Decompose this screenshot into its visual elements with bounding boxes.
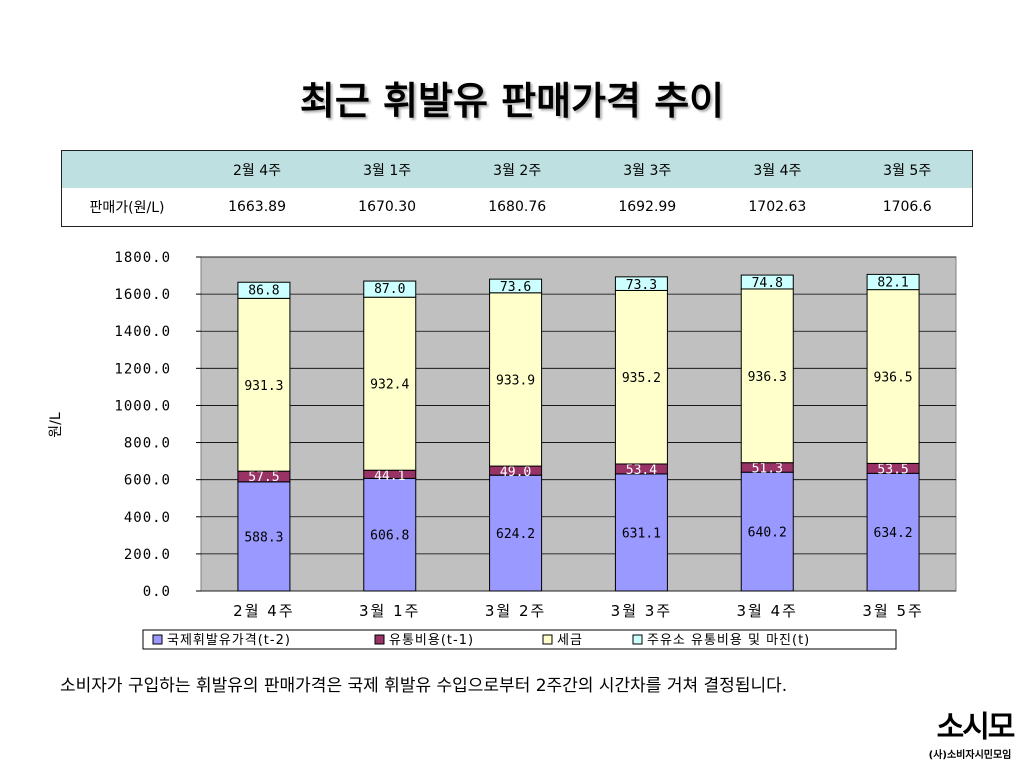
bar-segment — [740, 471, 794, 592]
bar-segment — [614, 473, 668, 592]
y-tick-label: 1200.0 — [114, 361, 171, 377]
data-label: 44.1 — [374, 469, 405, 484]
legend-label: 세금 — [557, 633, 583, 648]
legend-label: 국제휘발유가격(t-2) — [167, 633, 291, 648]
table-cell: 1670.30 — [358, 199, 417, 215]
bar-segment — [866, 273, 920, 291]
data-label: 588.3 — [244, 530, 283, 545]
y-tick-label: 800.0 — [124, 436, 171, 452]
data-label: 933.9 — [496, 373, 535, 388]
data-label: 640.2 — [748, 526, 787, 541]
data-label: 49.0 — [500, 465, 531, 480]
logo-mark: 소시모 — [936, 710, 1016, 745]
plot-area — [200, 256, 957, 592]
x-tick-label: 3월 2주 — [485, 602, 546, 620]
data-label: 53.4 — [626, 463, 657, 478]
table-column-header: 3월 5주 — [842, 150, 973, 188]
caption: 소비자가 구입하는 휘발유의 판매가격은 국제 휘발유 수입으로부터 2주간의 … — [60, 676, 788, 696]
x-tick-label: 3월 5주 — [862, 602, 923, 620]
price-table: 2월 4주 3월 1주 3월 2주 3월 3주 3월 4주 3월 5주 판매가(… — [61, 150, 973, 227]
legend-swatch — [632, 634, 643, 645]
bar-segment — [363, 296, 417, 471]
data-label: 932.4 — [370, 378, 409, 393]
data-label: 931.3 — [244, 379, 283, 394]
data-label: 86.8 — [248, 283, 279, 298]
table-column-header: 3월 4주 — [712, 150, 843, 188]
table-column-header: 2월 4주 — [192, 150, 323, 188]
y-axis-title: 원/L — [48, 412, 64, 438]
x-tick-label: 3월 1주 — [359, 602, 420, 620]
bar-segment — [740, 288, 794, 464]
bar-segment — [740, 274, 794, 290]
data-label: 74.8 — [752, 276, 783, 291]
logo-text: (사)소비자시민모임 — [928, 750, 1012, 761]
data-label: 53.5 — [877, 462, 908, 477]
data-label: 606.8 — [370, 529, 409, 544]
legend-swatch — [152, 634, 163, 645]
table-header-row: 2월 4주 3월 1주 3월 2주 3월 3주 3월 4주 3월 5주 — [61, 150, 973, 188]
bar-segment — [866, 289, 920, 464]
data-label: 634.2 — [874, 526, 913, 541]
data-label: 73.6 — [500, 280, 531, 295]
bar-segment — [363, 280, 417, 298]
table-cell: 1702.63 — [748, 199, 807, 215]
bar-segment — [614, 276, 668, 291]
table-cell: 1680.76 — [488, 199, 547, 215]
data-label: 82.1 — [877, 275, 908, 290]
stacked-bar-chart: 0.0 200.0 400.0 600.0 800.0 1000.0 1200.0 1400.… — [48, 250, 957, 650]
y-tick-label: 600.0 — [124, 473, 171, 489]
bar-segment — [866, 472, 920, 592]
bar-segment — [614, 289, 668, 465]
legend-label: 주유소 유통비용 및 마진(t) — [647, 633, 810, 648]
data-label: 935.2 — [622, 371, 661, 386]
table-column-header: 3월 1주 — [322, 150, 453, 188]
y-tick-label: 400.0 — [124, 510, 171, 526]
bar-segment — [237, 481, 291, 592]
slide-title: 최근 휘발유 판매가격 추이 — [299, 78, 725, 123]
table-column-header: 3월 3주 — [582, 150, 713, 188]
x-tick-label: 3월 4주 — [737, 602, 798, 620]
y-tick-label: 200.0 — [124, 547, 171, 563]
x-tick-label: 3월 3주 — [611, 602, 672, 620]
data-label: 624.2 — [496, 527, 535, 542]
table-cell: 1706.6 — [882, 199, 932, 215]
bar-segment — [363, 477, 417, 592]
data-label: 936.3 — [748, 370, 787, 385]
bar-segment — [489, 278, 543, 294]
legend-swatch — [542, 634, 553, 645]
bar-segment — [237, 297, 291, 472]
table-row-header: 판매가(원/L) — [89, 200, 165, 216]
table-corner-cell — [61, 150, 192, 188]
chart-container: 0.0 200.0 400.0 600.0 800.0 1000.0 1200.0 1400.… — [0, 240, 1024, 664]
table-column-header: 3월 2주 — [452, 150, 583, 188]
data-label: 631.1 — [622, 526, 661, 541]
y-tick-label: 1000.0 — [114, 398, 171, 414]
data-label: 51.3 — [752, 462, 783, 477]
y-tick-label: 0.0 — [143, 584, 171, 600]
data-label: 57.5 — [248, 470, 279, 485]
y-tick-label: 1800.0 — [114, 250, 171, 266]
y-tick-label: 1400.0 — [114, 324, 171, 340]
legend-box — [142, 629, 897, 650]
table-cell: 1663.89 — [228, 199, 286, 215]
legend-label: 유통비용(t-1) — [389, 633, 474, 648]
bar-segment — [237, 281, 291, 299]
bar-segment — [489, 292, 543, 467]
y-tick-label: 1600.0 — [114, 287, 171, 303]
data-label: 936.5 — [874, 371, 913, 386]
data-label: 87.0 — [374, 282, 405, 297]
table-cell: 1692.99 — [618, 199, 677, 215]
legend-swatch — [374, 634, 385, 645]
data-label: 73.3 — [626, 278, 657, 293]
x-tick-label: 2월 4주 — [233, 602, 294, 620]
table-row: 판매가(원/L) 1663.89 1670.30 1680.76 1692.99… — [62, 188, 973, 227]
